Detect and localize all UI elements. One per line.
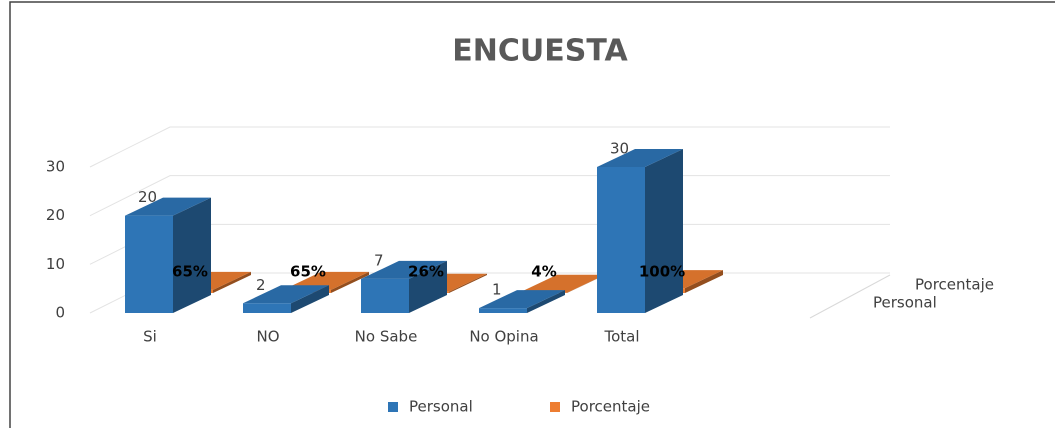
value-label: 65% <box>290 263 326 281</box>
y-tick-label: 0 <box>55 304 65 322</box>
chart-title: ENCUESTA <box>452 34 628 69</box>
x-tick-label: Si <box>143 328 157 346</box>
value-label: 65% <box>172 263 208 281</box>
value-label: 1 <box>492 281 502 299</box>
x-tick-label: Total <box>603 328 639 346</box>
y-tick-label: 10 <box>46 255 65 273</box>
legend-label: Personal <box>409 398 473 416</box>
x-tick-label: NO <box>256 328 279 346</box>
bar-face <box>479 308 527 313</box>
value-label: 7 <box>374 251 384 269</box>
legend-label: Porcentaje <box>571 398 650 416</box>
value-label: 26% <box>408 263 444 281</box>
depth-label: Porcentaje <box>915 276 994 294</box>
y-tick-label: 30 <box>46 158 65 176</box>
x-tick-label: No Opina <box>469 328 538 346</box>
value-label: 2 <box>256 276 266 294</box>
value-label: 20 <box>138 188 157 206</box>
bar-face <box>125 216 173 313</box>
bar-face <box>243 303 291 313</box>
x-tick-label: No Sabe <box>355 328 418 346</box>
y-tick-label: 20 <box>46 206 65 224</box>
value-label: 30 <box>610 140 629 158</box>
bar-face <box>645 149 683 313</box>
depth-label: Personal <box>873 294 937 312</box>
bar-face <box>361 279 409 313</box>
legend-swatch <box>550 402 560 412</box>
bar <box>597 149 683 313</box>
value-label: 4% <box>531 263 556 281</box>
bar <box>125 198 211 313</box>
bar-face <box>597 167 645 313</box>
value-label: 100% <box>639 263 685 281</box>
legend-swatch <box>388 402 398 412</box>
bar-face <box>173 198 211 313</box>
